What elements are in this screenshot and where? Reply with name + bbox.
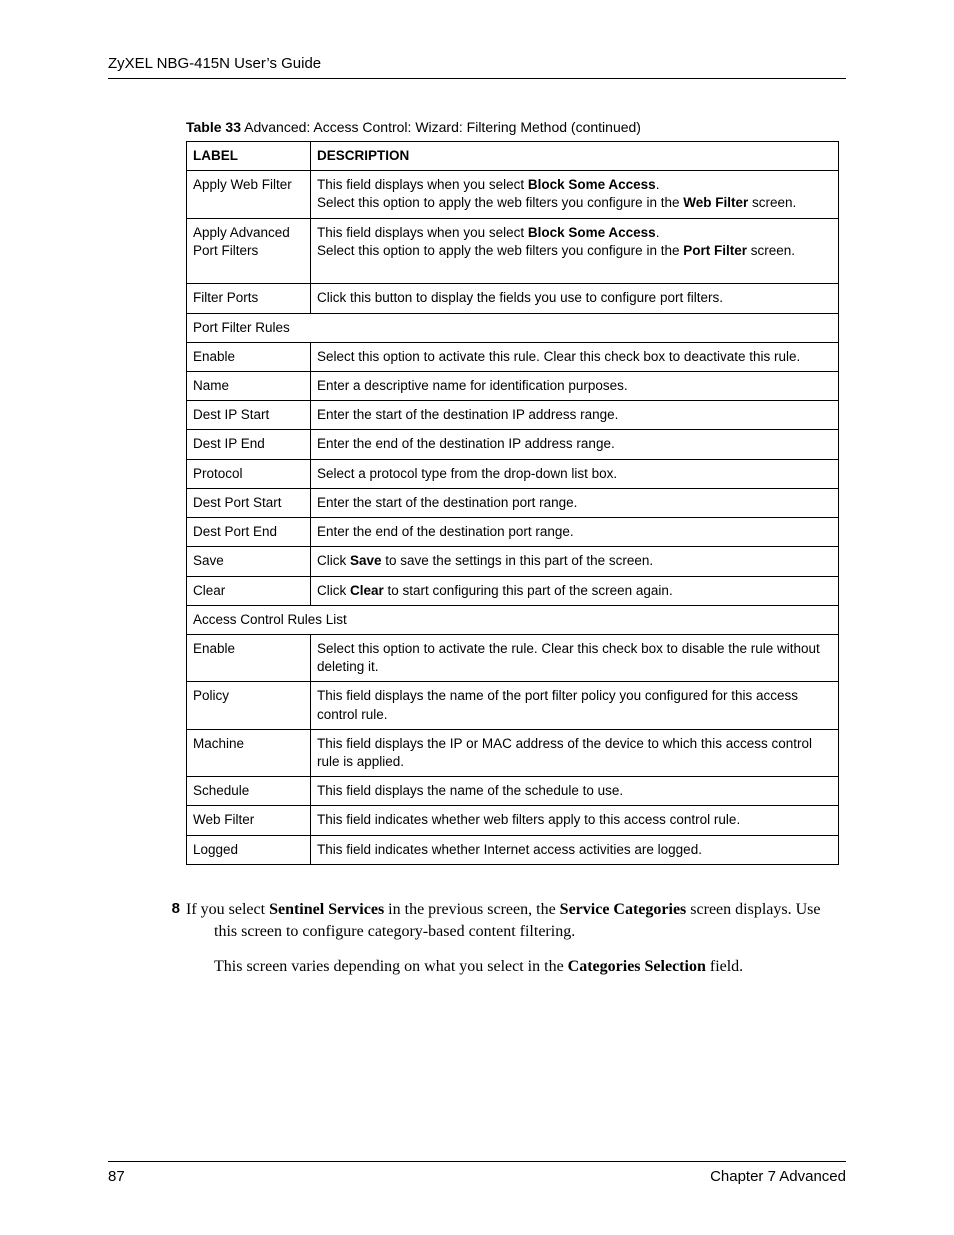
table-label-cell: Machine [187, 729, 311, 776]
table-desc-cell: Click this button to display the fields … [311, 284, 839, 313]
table-label-cell: Dest Port Start [187, 488, 311, 517]
table-number: Table 33 [186, 119, 241, 135]
step-number: 8 [158, 899, 180, 919]
table-label-cell: Filter Ports [187, 284, 311, 313]
table-label-cell: Policy [187, 682, 311, 729]
table-section-cell: Port Filter Rules [187, 313, 839, 342]
table-row: Dest Port StartEnter the start of the de… [187, 488, 839, 517]
table-label-cell: Logged [187, 835, 311, 864]
table-desc-cell: Select this option to activate this rule… [311, 342, 839, 371]
table-desc-cell: This field indicates whether Internet ac… [311, 835, 839, 864]
table-row: Apply Web FilterThis field displays when… [187, 171, 839, 218]
table-desc-cell: Enter the start of the destination port … [311, 488, 839, 517]
page-footer: 87 Chapter 7 Advanced [108, 1161, 846, 1185]
table-desc-cell: Select a protocol type from the drop-dow… [311, 459, 839, 488]
table-row: Web FilterThis field indicates whether w… [187, 806, 839, 835]
table-desc-cell: Enter the end of the destination IP addr… [311, 430, 839, 459]
table-desc-cell: Click Save to save the settings in this … [311, 547, 839, 576]
table-desc-cell: This field displays the name of the port… [311, 682, 839, 729]
table-desc-cell: This field displays when you select Bloc… [311, 171, 839, 218]
table-head-desc: DESCRIPTION [311, 142, 839, 171]
table-desc-cell: Click Clear to start configuring this pa… [311, 576, 839, 605]
filtering-method-table: LABEL DESCRIPTION Apply Web FilterThis f… [186, 141, 839, 865]
table-label-cell: Clear [187, 576, 311, 605]
table-row: Dest IP EndEnter the end of the destinat… [187, 430, 839, 459]
step-text-2: This screen varies depending on what you… [214, 958, 743, 975]
table-caption-text: Advanced: Access Control: Wizard: Filter… [241, 119, 641, 135]
chapter-label: Chapter 7 Advanced [710, 1168, 846, 1185]
table-label-cell: Dest IP Start [187, 401, 311, 430]
table-row: LoggedThis field indicates whether Inter… [187, 835, 839, 864]
table-label-cell: Schedule [187, 777, 311, 806]
table-desc-cell: This field indicates whether web filters… [311, 806, 839, 835]
table-row: Access Control Rules List [187, 605, 839, 634]
table-label-cell: Dest Port End [187, 518, 311, 547]
table-row: EnableSelect this option to activate the… [187, 634, 839, 681]
table-head-label: LABEL [187, 142, 311, 171]
table-desc-cell: This field displays the name of the sche… [311, 777, 839, 806]
table-desc-cell: This field displays the IP or MAC addres… [311, 729, 839, 776]
table-row: Apply Advanced Port FiltersThis field di… [187, 218, 839, 284]
table-desc-cell: This field displays when you select Bloc… [311, 218, 839, 284]
table-label-cell: Enable [187, 342, 311, 371]
page-number: 87 [108, 1168, 125, 1185]
table-row: ScheduleThis field displays the name of … [187, 777, 839, 806]
table-caption: Table 33 Advanced: Access Control: Wizar… [186, 119, 846, 135]
numbered-step: 8If you select Sentinel Services in the … [186, 899, 846, 978]
table-row: PolicyThis field displays the name of th… [187, 682, 839, 729]
table-row: MachineThis field displays the IP or MAC… [187, 729, 839, 776]
table-row: Dest Port EndEnter the end of the destin… [187, 518, 839, 547]
table-label-cell: Protocol [187, 459, 311, 488]
table-row: Dest IP StartEnter the start of the dest… [187, 401, 839, 430]
table-desc-cell: Enter the start of the destination IP ad… [311, 401, 839, 430]
table-desc-cell: Enter a descriptive name for identificat… [311, 371, 839, 400]
table-label-cell: Apply Advanced Port Filters [187, 218, 311, 284]
table-label-cell: Apply Web Filter [187, 171, 311, 218]
step-text-1: If you select Sentinel Services in the p… [186, 901, 820, 940]
table-desc-cell: Enter the end of the destination port ra… [311, 518, 839, 547]
table-label-cell: Name [187, 371, 311, 400]
table-row: EnableSelect this option to activate thi… [187, 342, 839, 371]
table-row: NameEnter a descriptive name for identif… [187, 371, 839, 400]
page-header: ZyXEL NBG-415N User’s Guide [108, 55, 846, 79]
table-desc-cell: Select this option to activate the rule.… [311, 634, 839, 681]
table-row: ClearClick Clear to start configuring th… [187, 576, 839, 605]
table-label-cell: Web Filter [187, 806, 311, 835]
table-row: Port Filter Rules [187, 313, 839, 342]
table-label-cell: Save [187, 547, 311, 576]
table-label-cell: Dest IP End [187, 430, 311, 459]
table-section-cell: Access Control Rules List [187, 605, 839, 634]
table-row: SaveClick Save to save the settings in t… [187, 547, 839, 576]
table-row: Filter PortsClick this button to display… [187, 284, 839, 313]
table-row: ProtocolSelect a protocol type from the … [187, 459, 839, 488]
table-label-cell: Enable [187, 634, 311, 681]
